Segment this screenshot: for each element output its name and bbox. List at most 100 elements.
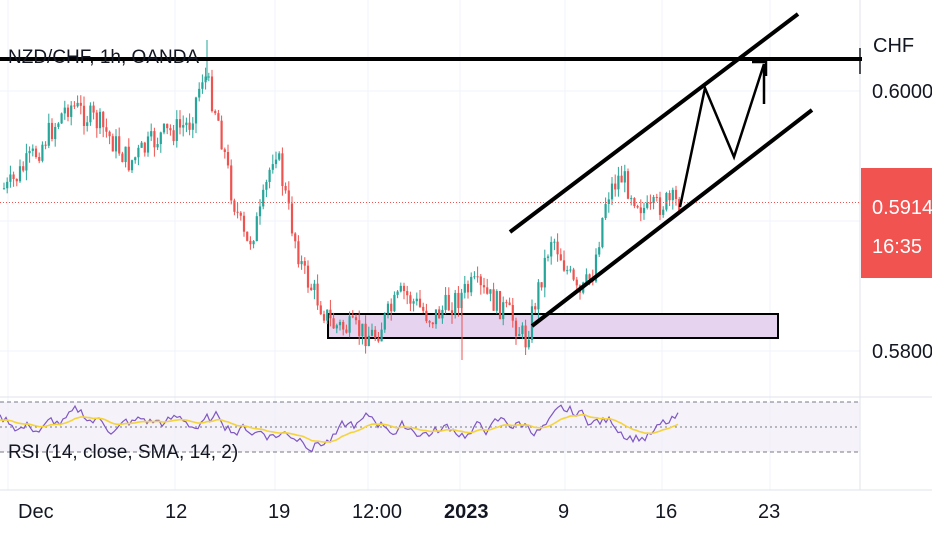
candle-body[interactable] xyxy=(159,132,162,145)
candle-body[interactable] xyxy=(399,285,402,292)
candle-body[interactable] xyxy=(153,131,156,148)
candle-body[interactable] xyxy=(658,197,662,215)
candle-body[interactable] xyxy=(342,321,345,330)
candle-body[interactable] xyxy=(386,303,390,314)
candle-body[interactable] xyxy=(585,274,588,283)
candle-body[interactable] xyxy=(671,189,674,201)
candle-body[interactable] xyxy=(185,122,188,126)
candle-body[interactable] xyxy=(674,189,678,200)
candle-body[interactable] xyxy=(441,309,444,319)
candle-body[interactable] xyxy=(210,76,214,112)
candle-body[interactable] xyxy=(2,188,6,190)
candle-body[interactable] xyxy=(438,309,441,319)
candle-body[interactable] xyxy=(86,122,89,126)
candle-body[interactable] xyxy=(486,287,489,294)
trend-drawings[interactable] xyxy=(0,12,862,328)
candle-body[interactable] xyxy=(367,335,370,347)
candle-body[interactable] xyxy=(268,169,271,183)
candle-body[interactable] xyxy=(396,291,399,295)
candle-body[interactable] xyxy=(447,294,450,311)
candle-body[interactable] xyxy=(489,289,492,294)
candle-body[interactable] xyxy=(134,157,137,161)
candle-body[interactable] xyxy=(668,193,671,201)
candle-body[interactable] xyxy=(326,309,329,321)
candle-body[interactable] xyxy=(406,291,409,296)
candle-body[interactable] xyxy=(466,283,470,293)
candle-body[interactable] xyxy=(521,325,524,335)
candle-body[interactable] xyxy=(34,148,38,158)
candle-body[interactable] xyxy=(546,256,550,258)
candle-body[interactable] xyxy=(537,282,540,310)
candle-body[interactable] xyxy=(524,325,527,348)
candle-body[interactable] xyxy=(297,241,300,265)
candle-body[interactable] xyxy=(146,136,150,153)
candle-body[interactable] xyxy=(137,147,140,158)
candle-body[interactable] xyxy=(188,122,191,130)
candle-body[interactable] xyxy=(242,215,246,232)
candle-body[interactable] xyxy=(594,254,598,282)
candle-body[interactable] xyxy=(322,314,326,321)
candle-body[interactable] xyxy=(614,183,617,190)
candle-body[interactable] xyxy=(265,182,268,190)
candle-body[interactable] xyxy=(527,339,530,348)
candle-body[interactable] xyxy=(626,171,630,199)
candle-body[interactable] xyxy=(95,112,98,129)
candle-body[interactable] xyxy=(239,212,242,216)
candle-body[interactable] xyxy=(258,206,262,217)
candle-body[interactable] xyxy=(47,122,50,146)
candle-body[interactable] xyxy=(169,128,172,131)
candle-body[interactable] xyxy=(566,270,569,272)
candle-body[interactable] xyxy=(66,107,70,117)
candle-body[interactable] xyxy=(287,190,290,204)
candle-body[interactable] xyxy=(556,241,559,255)
candle-body[interactable] xyxy=(652,196,655,204)
candle-body[interactable] xyxy=(655,196,658,198)
candle-body[interactable] xyxy=(63,107,66,114)
rsi-ma-line[interactable] xyxy=(0,413,679,443)
projection-arrow-head[interactable] xyxy=(752,60,768,76)
candle-body[interactable] xyxy=(473,276,476,278)
candle-body[interactable] xyxy=(630,198,633,200)
candle-body[interactable] xyxy=(9,174,12,182)
candle-body[interactable] xyxy=(313,283,316,291)
candle-body[interactable] xyxy=(114,136,118,152)
candle-body[interactable] xyxy=(601,218,604,248)
candle-body[interactable] xyxy=(12,174,15,179)
candle-body[interactable] xyxy=(345,329,348,333)
candle-body[interactable] xyxy=(534,306,537,310)
candle-body[interactable] xyxy=(230,165,233,201)
candle-body[interactable] xyxy=(182,125,185,128)
candle-body[interactable] xyxy=(338,321,342,326)
channel-upper-line[interactable] xyxy=(508,12,800,234)
candle-body[interactable] xyxy=(569,269,572,271)
candle-body[interactable] xyxy=(479,276,482,286)
candle-body[interactable] xyxy=(118,136,121,154)
candle-body[interactable] xyxy=(514,320,518,337)
candle-body[interactable] xyxy=(470,276,473,293)
candle-body[interactable] xyxy=(82,105,86,126)
candle-body[interactable] xyxy=(508,302,511,306)
candle-body[interactable] xyxy=(31,148,34,151)
candle-body[interactable] xyxy=(431,322,434,325)
candle-body[interactable] xyxy=(204,76,207,83)
candle-body[interactable] xyxy=(121,153,124,163)
candle-body[interactable] xyxy=(348,316,351,333)
candle-body[interactable] xyxy=(194,97,198,124)
candle-body[interactable] xyxy=(358,320,361,337)
candle-body[interactable] xyxy=(607,199,610,205)
candle-body[interactable] xyxy=(316,283,319,306)
candle-body[interactable] xyxy=(79,102,82,106)
candle-body[interactable] xyxy=(418,298,422,307)
candle-body[interactable] xyxy=(22,166,25,171)
candle-body[interactable] xyxy=(511,305,514,321)
candle-body[interactable] xyxy=(502,302,505,320)
candle-body[interactable] xyxy=(434,309,438,325)
candle-body[interactable] xyxy=(562,260,566,271)
candle-body[interactable] xyxy=(274,159,278,165)
candle-body[interactable] xyxy=(236,211,239,213)
candle-body[interactable] xyxy=(457,292,460,309)
candle-body[interactable] xyxy=(220,120,223,150)
